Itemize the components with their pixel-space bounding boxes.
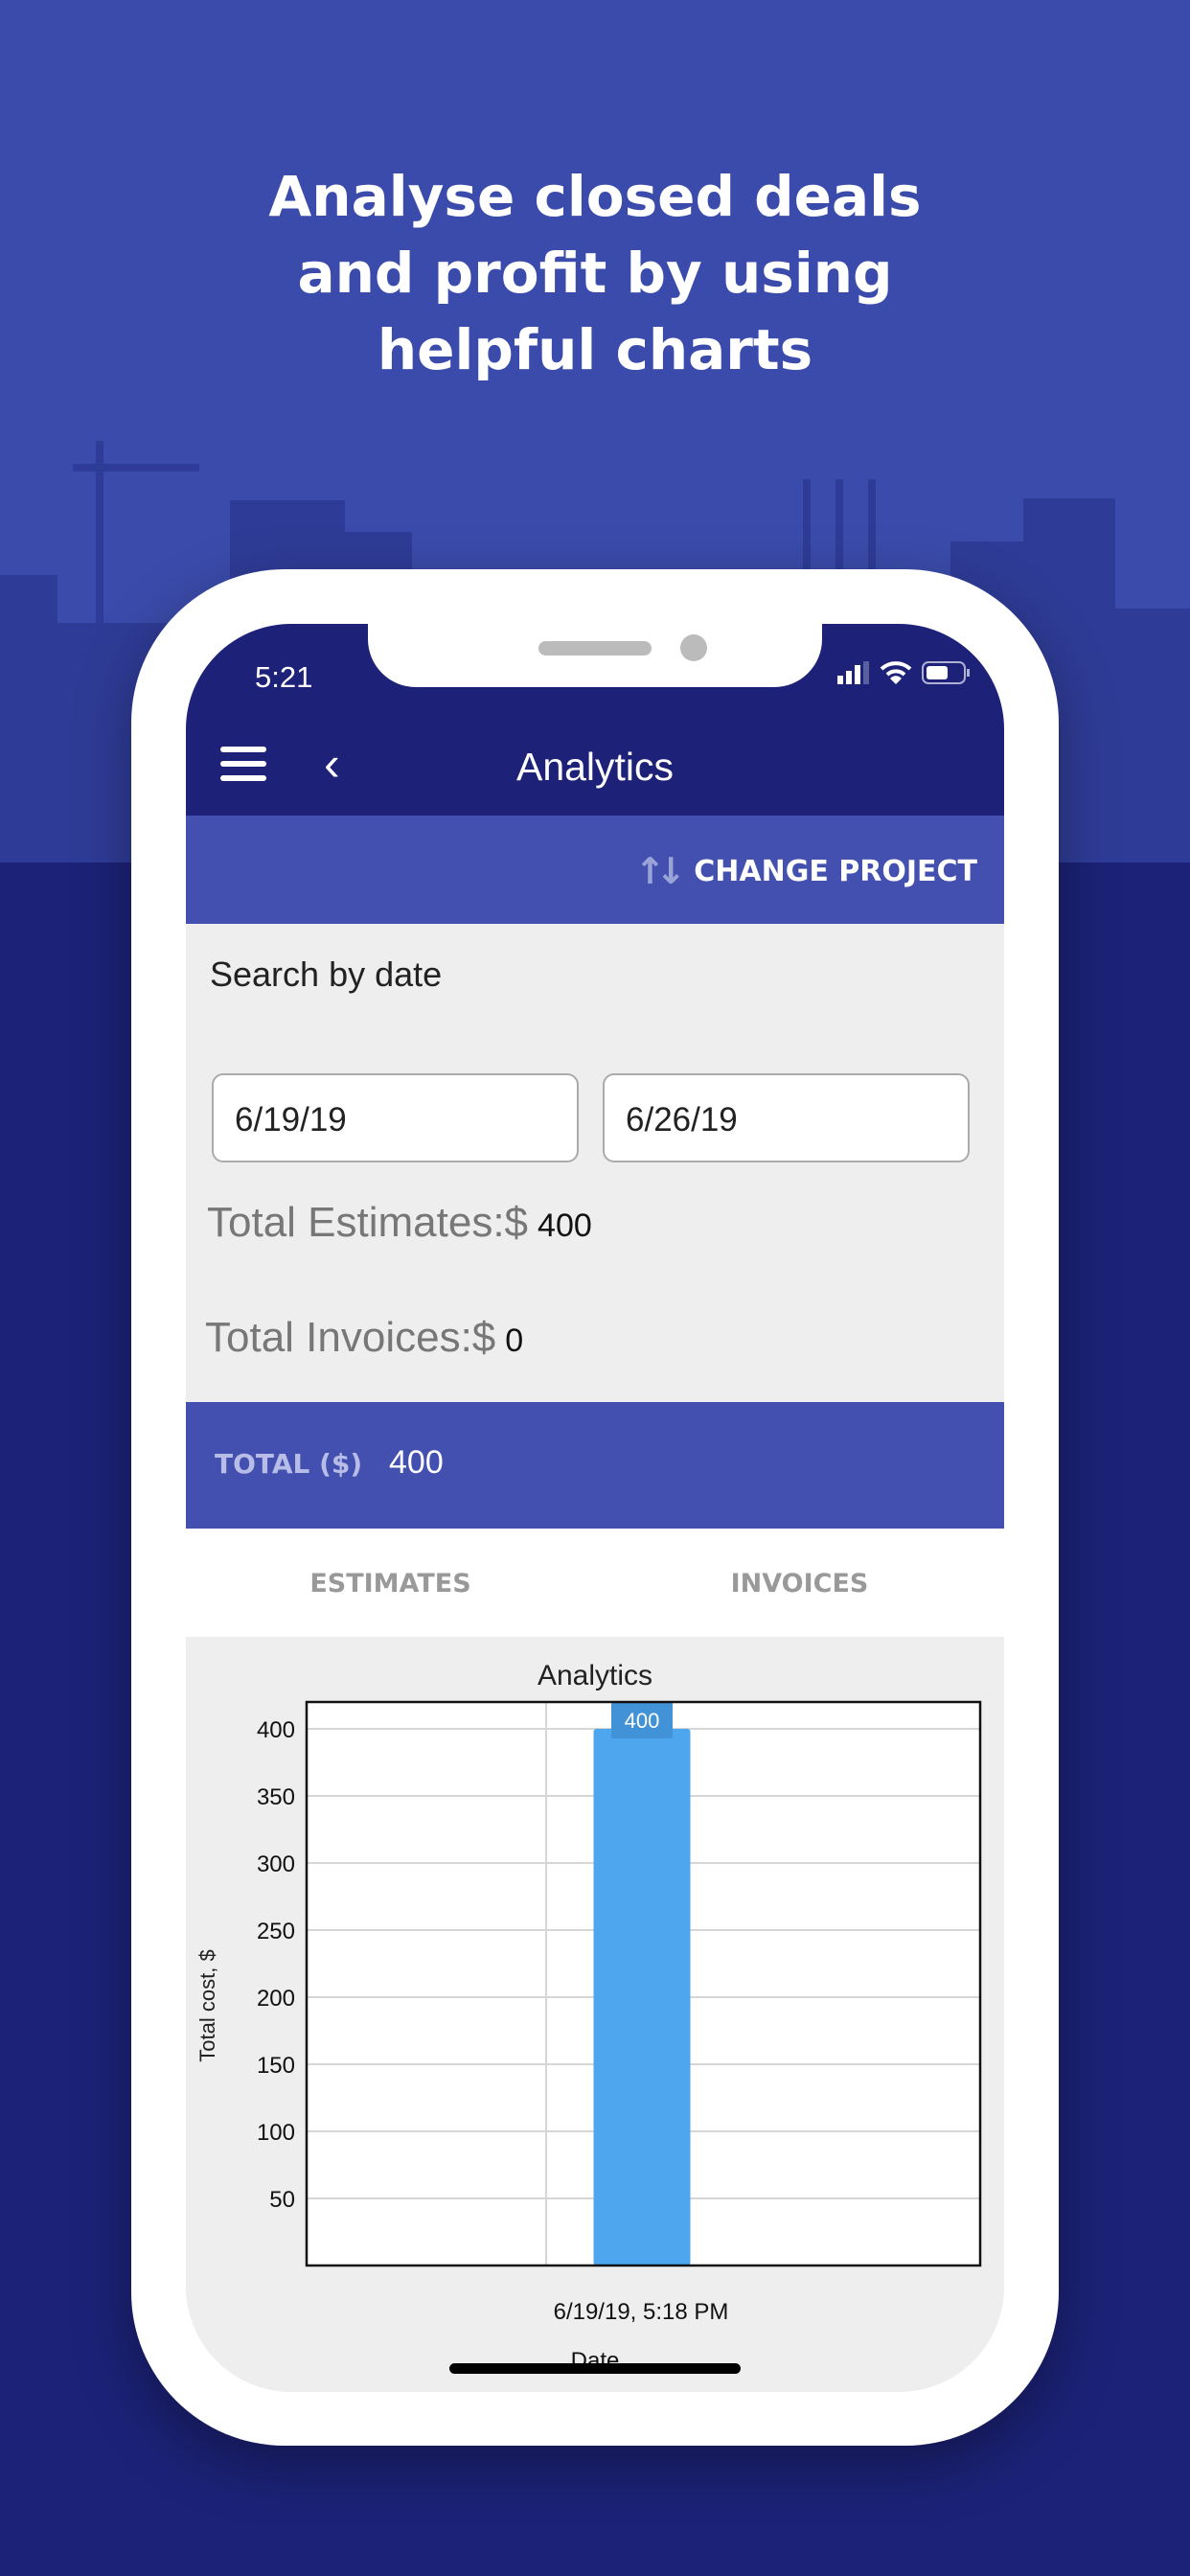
y-tick-label: 200 xyxy=(257,1986,295,2012)
total-estimates: Total Estimates:$ 400 xyxy=(207,1199,592,1247)
speaker xyxy=(538,641,652,656)
from-date-input[interactable]: 6/19/19 xyxy=(212,1073,579,1162)
change-project-label: CHANGE PROJECT xyxy=(694,854,977,888)
status-icons xyxy=(837,660,972,685)
nav-bar: 5:21 ‹ Analytics xyxy=(186,624,1004,816)
signal-icon xyxy=(837,661,869,684)
phone-frame: 5:21 ‹ Analytics ↑↓ CHANGE PROJECT Searc… xyxy=(131,569,1059,2446)
total-invoices-label: Total Invoices:$ xyxy=(205,1314,496,1361)
camera xyxy=(680,634,707,661)
total-label: TOTAL ($) xyxy=(215,1448,363,1480)
y-tick-label: 350 xyxy=(257,1784,295,1810)
chart-title: Analytics xyxy=(538,1660,652,1691)
hamburger-menu-icon[interactable] xyxy=(220,747,266,781)
bar xyxy=(593,1729,691,2266)
plot-border xyxy=(305,1700,982,2267)
headline-line: helpful charts xyxy=(377,317,813,382)
tab-estimates[interactable]: ESTIMATES xyxy=(309,1569,471,1598)
total-band: TOTAL ($) 400 xyxy=(186,1402,1004,1529)
total-estimates-label: Total Estimates:$ xyxy=(207,1199,529,1246)
data-label: 400 xyxy=(625,1709,660,1733)
total-estimates-value: 400 xyxy=(538,1208,592,1244)
app-screen: 5:21 ‹ Analytics ↑↓ CHANGE PROJECT Searc… xyxy=(186,624,1004,2392)
status-time: 5:21 xyxy=(255,660,313,694)
x-tick-label: 6/19/19, 5:18 PM xyxy=(554,2299,729,2325)
tab-bar: ESTIMATES INVOICES xyxy=(186,1529,1004,1637)
notch xyxy=(368,624,822,687)
y-tick-label: 250 xyxy=(257,1919,295,1944)
y-tick-label: 400 xyxy=(257,1717,295,1743)
tab-invoices[interactable]: INVOICES xyxy=(730,1569,869,1598)
y-tick-label: 100 xyxy=(257,2120,295,2146)
y-axis-label: Total cost, $ xyxy=(195,1949,219,2061)
back-chevron-icon[interactable]: ‹ xyxy=(324,737,340,791)
home-indicator xyxy=(449,2363,741,2374)
promo-headline: Analyse closed deals and profit by using… xyxy=(0,158,1190,388)
swap-arrows-icon: ↑↓ xyxy=(634,850,687,892)
analytics-bar-chart: Analytics 50 100 150 200 250 300 350 400 400 Tot… xyxy=(195,1660,982,2374)
to-date-input[interactable]: 6/26/19 xyxy=(603,1073,970,1162)
y-tick-label: 50 xyxy=(269,2187,295,2213)
total-invoices: Total Invoices:$ 0 xyxy=(205,1314,523,1362)
search-by-date-label: Search by date xyxy=(210,954,443,994)
y-tick-label: 150 xyxy=(257,2053,295,2079)
total-invoices-value: 0 xyxy=(505,1322,524,1359)
page-title: Analytics xyxy=(515,745,675,789)
headline-line: Analyse closed deals xyxy=(268,164,922,229)
change-project-button[interactable]: ↑↓ CHANGE PROJECT xyxy=(635,850,977,892)
headline-line: and profit by using xyxy=(297,241,893,306)
battery-icon xyxy=(922,661,970,684)
total-value: 400 xyxy=(389,1444,444,1481)
data-label-box xyxy=(611,1702,673,1738)
y-tick-label: 300 xyxy=(257,1852,295,1877)
project-band: ↑↓ CHANGE PROJECT xyxy=(186,816,1004,924)
wifi-icon xyxy=(880,661,912,684)
